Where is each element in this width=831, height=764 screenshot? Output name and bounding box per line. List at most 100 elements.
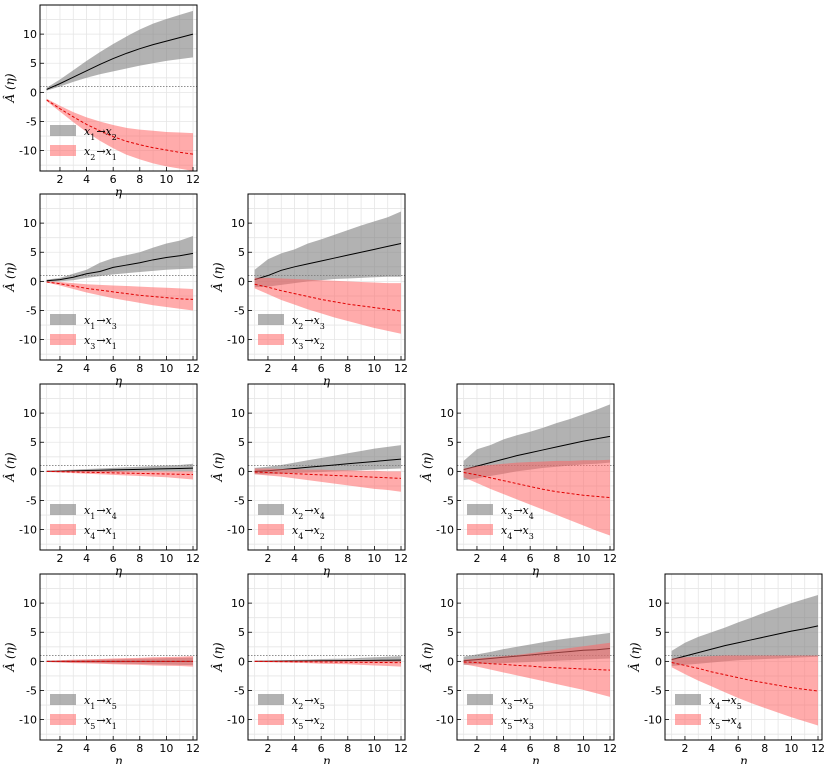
axes-frame (39, 4, 198, 172)
y-tick-label: 0 (238, 275, 245, 288)
y-tick-label: -10 (19, 334, 37, 347)
y-tick-label: 0 (447, 465, 454, 478)
mean-line (46, 470, 194, 476)
x-tick-label: 6 (527, 552, 534, 565)
x-tick-label: 4 (83, 173, 90, 186)
x-tick-label: 2 (56, 362, 63, 375)
x-tick-label: 4 (83, 742, 90, 755)
x-tick-label: 10 (159, 362, 173, 375)
legend-label: x4→x2 (292, 524, 325, 541)
x-tick-label: 8 (136, 552, 143, 565)
panel-4-2: 2 4 6 8 10 12 10 5 0 -5 -10 η Â (η) x2→x5 x5→x2 (210, 573, 408, 764)
panel-4-3: 2 4 6 8 10 12 10 5 0 -5 -10 η Â (η) x3→x5 x5→x3 (419, 573, 617, 764)
legend-label: x4→x5 (709, 694, 742, 711)
x-tick-label: 8 (761, 742, 768, 755)
x-tick-label: 10 (576, 552, 590, 565)
legend-swatch (258, 504, 284, 515)
legend-swatch (50, 714, 76, 725)
x-tick-label: 12 (394, 742, 408, 755)
x-tick-label: 12 (603, 552, 617, 565)
x-axis-label: η (115, 374, 123, 388)
plot-area (671, 594, 819, 726)
y-tick-label: 10 (23, 407, 37, 420)
y-tick-label: 0 (30, 86, 37, 99)
y-axis-label: Â (η) (210, 642, 225, 672)
x-tick-label: 6 (318, 742, 325, 755)
y-tick-label: 10 (231, 217, 245, 230)
x-tick-label: 2 (56, 552, 63, 565)
legend-label: x5→x1 (84, 714, 117, 731)
legend-swatch (675, 714, 701, 725)
x-tick-label: 12 (186, 552, 200, 565)
y-tick-label: -5 (26, 494, 37, 507)
x-tick-label: 10 (367, 742, 381, 755)
legend-swatch (467, 694, 493, 705)
y-tick-label: 0 (655, 655, 662, 668)
mean-line (671, 662, 819, 692)
y-axis-label: Â (η) (627, 642, 642, 672)
x-tick-label: 2 (264, 742, 271, 755)
x-tick-label: 4 (291, 362, 298, 375)
y-tick-label: 5 (30, 57, 37, 70)
confidence-band (671, 594, 819, 667)
x-tick-label: 10 (367, 552, 381, 565)
y-tick-label: 0 (30, 275, 37, 288)
y-axis-label: Â (η) (419, 642, 434, 672)
y-tick-label: -10 (227, 714, 245, 727)
y-tick-label: 10 (440, 597, 454, 610)
legend: x3→x4 x4→x3 (467, 504, 534, 541)
y-tick-label: 5 (30, 436, 37, 449)
y-tick-label: 5 (30, 626, 37, 639)
confidence-band (46, 281, 194, 311)
x-tick-label: 6 (527, 742, 534, 755)
y-axis-label: Â (η) (419, 452, 434, 482)
y-tick-label: 5 (30, 246, 37, 259)
legend: x1→x5 x5→x1 (50, 694, 117, 731)
axes-frame (247, 573, 406, 741)
x-tick-label: 2 (473, 742, 480, 755)
legend-label: x2→x1 (84, 145, 117, 162)
legend: x2→x3 x3→x2 (258, 314, 325, 351)
mean-line (46, 252, 194, 282)
y-tick-label: -10 (436, 524, 454, 537)
legend-label: x3→x2 (292, 334, 325, 351)
x-tick-label: 4 (291, 552, 298, 565)
x-tick-label: 4 (708, 742, 715, 755)
axes-frame (456, 383, 615, 551)
y-tick-label: 0 (238, 655, 245, 668)
y-tick-label: -10 (436, 714, 454, 727)
x-tick-label: 10 (367, 362, 381, 375)
y-tick-label: -10 (19, 145, 37, 158)
y-tick-label: 5 (447, 626, 454, 639)
mean-line (254, 660, 402, 664)
y-axis-label: Â (η) (2, 642, 17, 672)
x-tick-label: 12 (394, 552, 408, 565)
mean-line (254, 283, 402, 312)
mean-line (254, 471, 402, 479)
y-axis-label: Â (η) (2, 452, 17, 482)
legend-label: x3→x4 (501, 504, 534, 521)
x-tick-label: 8 (136, 173, 143, 186)
panel-3-2: 2 4 6 8 10 12 10 5 0 -5 -10 η Â (η) x2→x4 x4→x2 (210, 383, 408, 578)
x-tick-label: 12 (603, 742, 617, 755)
x-tick-label: 8 (344, 552, 351, 565)
legend-label: x1→x4 (84, 504, 117, 521)
y-tick-label: -5 (234, 684, 245, 697)
x-tick-label: 10 (159, 552, 173, 565)
y-tick-label: -5 (651, 684, 662, 697)
y-tick-label: -10 (19, 714, 37, 727)
legend-swatch (258, 524, 284, 535)
confidence-band (254, 445, 402, 475)
axes-frame (664, 573, 823, 741)
x-tick-label: 8 (553, 552, 560, 565)
axes-frame (456, 573, 615, 741)
x-axis-label: η (532, 564, 540, 578)
x-axis-label: η (740, 754, 748, 764)
legend-label: x4→x1 (84, 524, 117, 541)
y-axis-label: Â (η) (2, 262, 17, 292)
confidence-band (46, 463, 194, 472)
y-tick-label: -10 (227, 334, 245, 347)
legend: x4→x5 x5→x4 (675, 694, 742, 731)
axes-frame (247, 193, 406, 361)
confidence-band (254, 468, 402, 492)
